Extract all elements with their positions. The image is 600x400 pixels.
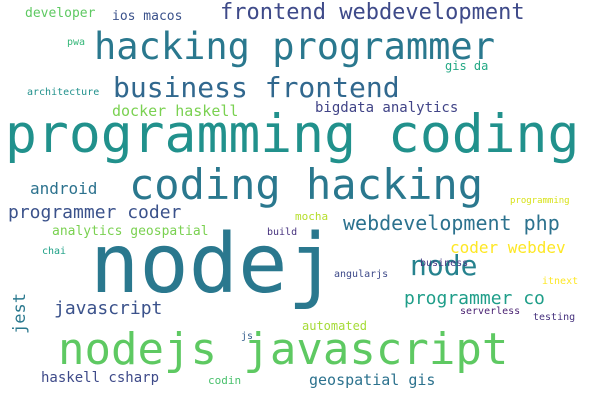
word-js: js xyxy=(241,331,254,342)
word-developer: developer xyxy=(25,6,96,21)
word-nodejs-javascript: nodejs javascript xyxy=(58,324,509,375)
word-pwa: pwa xyxy=(67,37,86,48)
word-chai: chai xyxy=(42,246,67,257)
word-bigdata-analytics: bigdata analytics xyxy=(315,100,459,116)
word-codin: codin xyxy=(208,374,242,387)
word-programming-small: programming xyxy=(510,196,570,206)
word-webdevelopment-php: webdevelopment php xyxy=(343,211,560,235)
word-geospatial-gis: geospatial gis xyxy=(309,371,436,389)
word-itnext: itnext xyxy=(542,276,579,287)
word-business-frontend: business frontend xyxy=(113,71,400,104)
word-jest: jest xyxy=(10,293,30,334)
word-testing: testing xyxy=(533,312,576,323)
word-hacking-programmer: hacking programmer xyxy=(94,25,495,68)
word-programming-coding: programming coding xyxy=(5,104,580,165)
word-mocha: mocha xyxy=(295,210,329,223)
word-gis-da: gis da xyxy=(445,59,489,73)
word-haskell-csharp: haskell csharp xyxy=(41,370,160,386)
word-programmer-co: programmer co xyxy=(404,288,545,309)
word-frontend-webdevelopment: frontend webdevelopment xyxy=(220,0,525,25)
word-build: build xyxy=(267,227,298,238)
word-business: business xyxy=(420,258,469,269)
word-docker-haskell: docker haskell xyxy=(112,102,239,120)
word-programmer-coder: programmer coder xyxy=(8,202,182,223)
word-nodej: nodej xyxy=(90,217,337,312)
word-serverless: serverless xyxy=(460,306,521,317)
word-angularjs: angularjs xyxy=(334,269,389,280)
word-android: android xyxy=(30,179,98,198)
word-node: node xyxy=(410,249,478,282)
word-javascript: javascript xyxy=(54,298,163,319)
word-coder-webdev: coder webdev xyxy=(450,238,566,257)
word-ios-macos: ios macos xyxy=(112,9,183,24)
word-automated: automated xyxy=(302,319,368,333)
word-coding-hacking: coding hacking xyxy=(129,160,484,209)
word-architecture: architecture xyxy=(27,87,100,98)
word-analytics-geospatial: analytics geospatial xyxy=(52,224,209,239)
